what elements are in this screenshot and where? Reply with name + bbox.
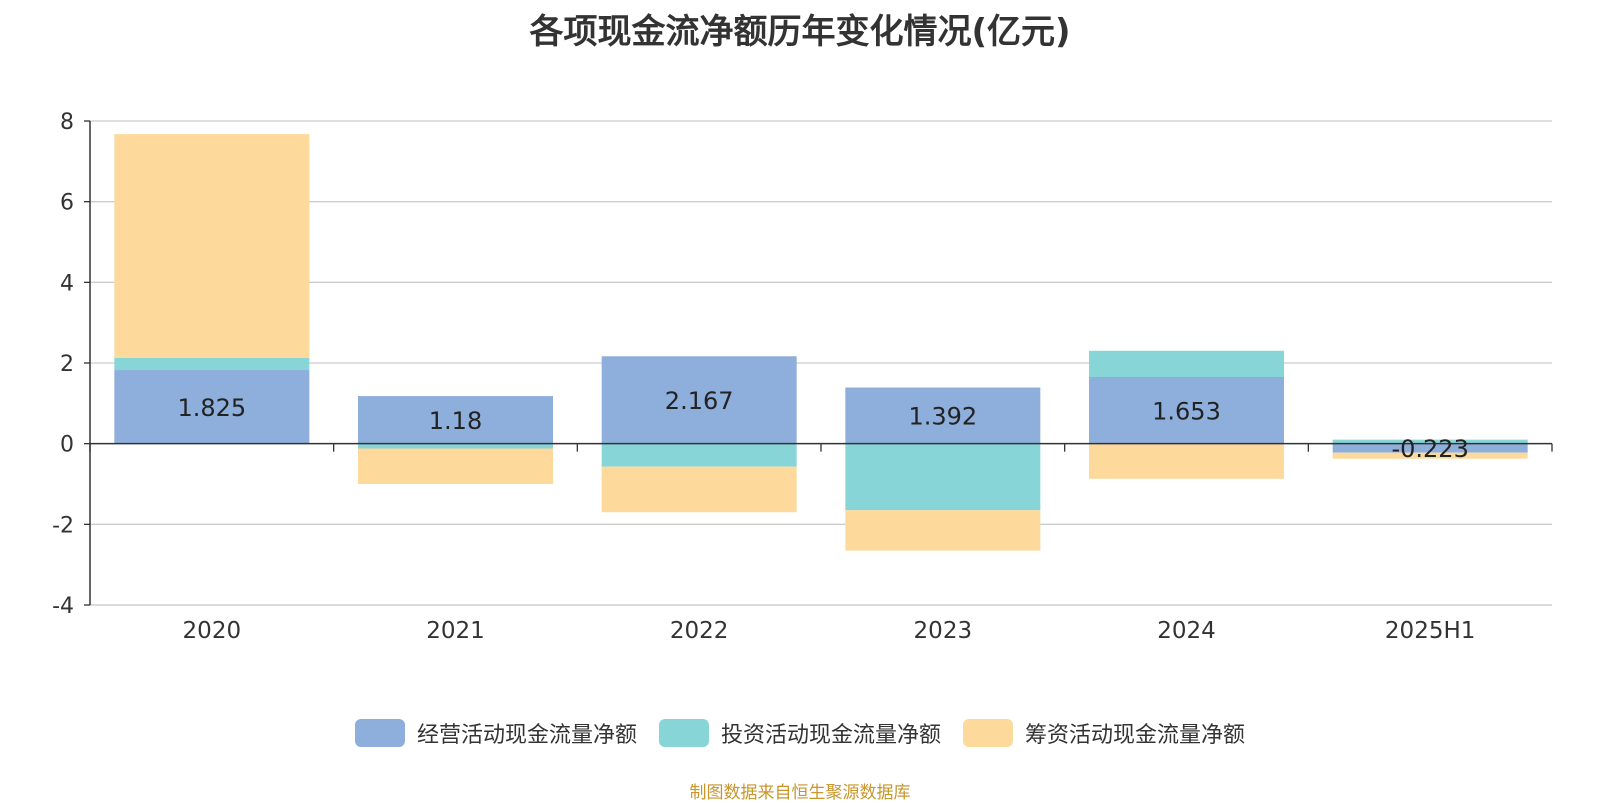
legend-label-investing: 投资活动现金流量净额 (720, 723, 941, 748)
bar-financing-2023 (845, 510, 1041, 551)
x-tick-label: 2023 (914, 618, 973, 644)
chart-title: 各项现金流净额历年变化情况(亿元) (529, 12, 1071, 52)
y-tick-label: 8 (60, 110, 74, 135)
x-tick-label: 2021 (426, 618, 485, 644)
bar-operating-2021 (358, 396, 553, 444)
data-label: 1.392 (908, 403, 977, 431)
y-tick-label: 4 (60, 271, 74, 296)
bar-investing-2024 (1089, 350, 1284, 377)
y-tick-label: 2 (60, 352, 74, 377)
y-tick-label: -4 (52, 594, 74, 619)
bar-operating-2020 (114, 370, 310, 444)
legend-label-operating: 经营活动现金流量净额 (416, 723, 637, 748)
bar-operating-2023 (845, 387, 1041, 444)
bar-operating-2022 (601, 356, 797, 444)
bar-financing-2025H1 (1332, 452, 1528, 459)
legend-swatch-investing (658, 719, 709, 747)
y-tick-label: 6 (60, 191, 74, 216)
data-label: 1.653 (1152, 397, 1221, 425)
y-tick-label: 0 (60, 433, 74, 458)
data-label: -0.223 (1391, 435, 1468, 463)
bar-investing-2025H1 (1332, 439, 1528, 444)
legend: 经营活动现金流量净额 投资活动现金流量净额 筹资活动现金流量净额 (0, 717, 1600, 749)
x-tick-label: 2020 (183, 618, 242, 644)
bar-investing-2023 (845, 443, 1041, 511)
data-label: 2.167 (665, 387, 734, 415)
source-note: 制图数据来自恒生聚源数据库 (689, 783, 911, 803)
x-tick-label: 2025H1 (1385, 618, 1475, 644)
legend-item-operating[interactable]: 经营活动现金流量净额 (354, 717, 637, 749)
bar-operating-2024 (1089, 376, 1284, 444)
legend-item-financing[interactable]: 筹资活动现金流量净额 (963, 717, 1245, 749)
legend-label-financing: 筹资活动现金流量净额 (1025, 723, 1246, 748)
data-label: 1.18 (429, 407, 482, 435)
bar-financing-2022 (601, 466, 797, 513)
bar-investing-2020 (114, 357, 310, 371)
bar-financing-2021 (358, 448, 553, 484)
x-tick-label: 2022 (670, 618, 729, 644)
bar-financing-2024 (1089, 443, 1284, 479)
x-tick-label: 2024 (1157, 618, 1216, 644)
bar-investing-2022 (601, 443, 797, 467)
legend-item-investing[interactable]: 投资活动现金流量净额 (658, 717, 941, 749)
bar-operating-2025H1 (1332, 443, 1528, 453)
data-label: 1.825 (177, 394, 246, 422)
legend-swatch-financing (963, 719, 1013, 747)
y-tick-label: -2 (52, 513, 74, 538)
bar-investing-2021 (358, 443, 553, 449)
legend-swatch-operating (354, 719, 405, 747)
bar-financing-2020 (114, 134, 310, 358)
